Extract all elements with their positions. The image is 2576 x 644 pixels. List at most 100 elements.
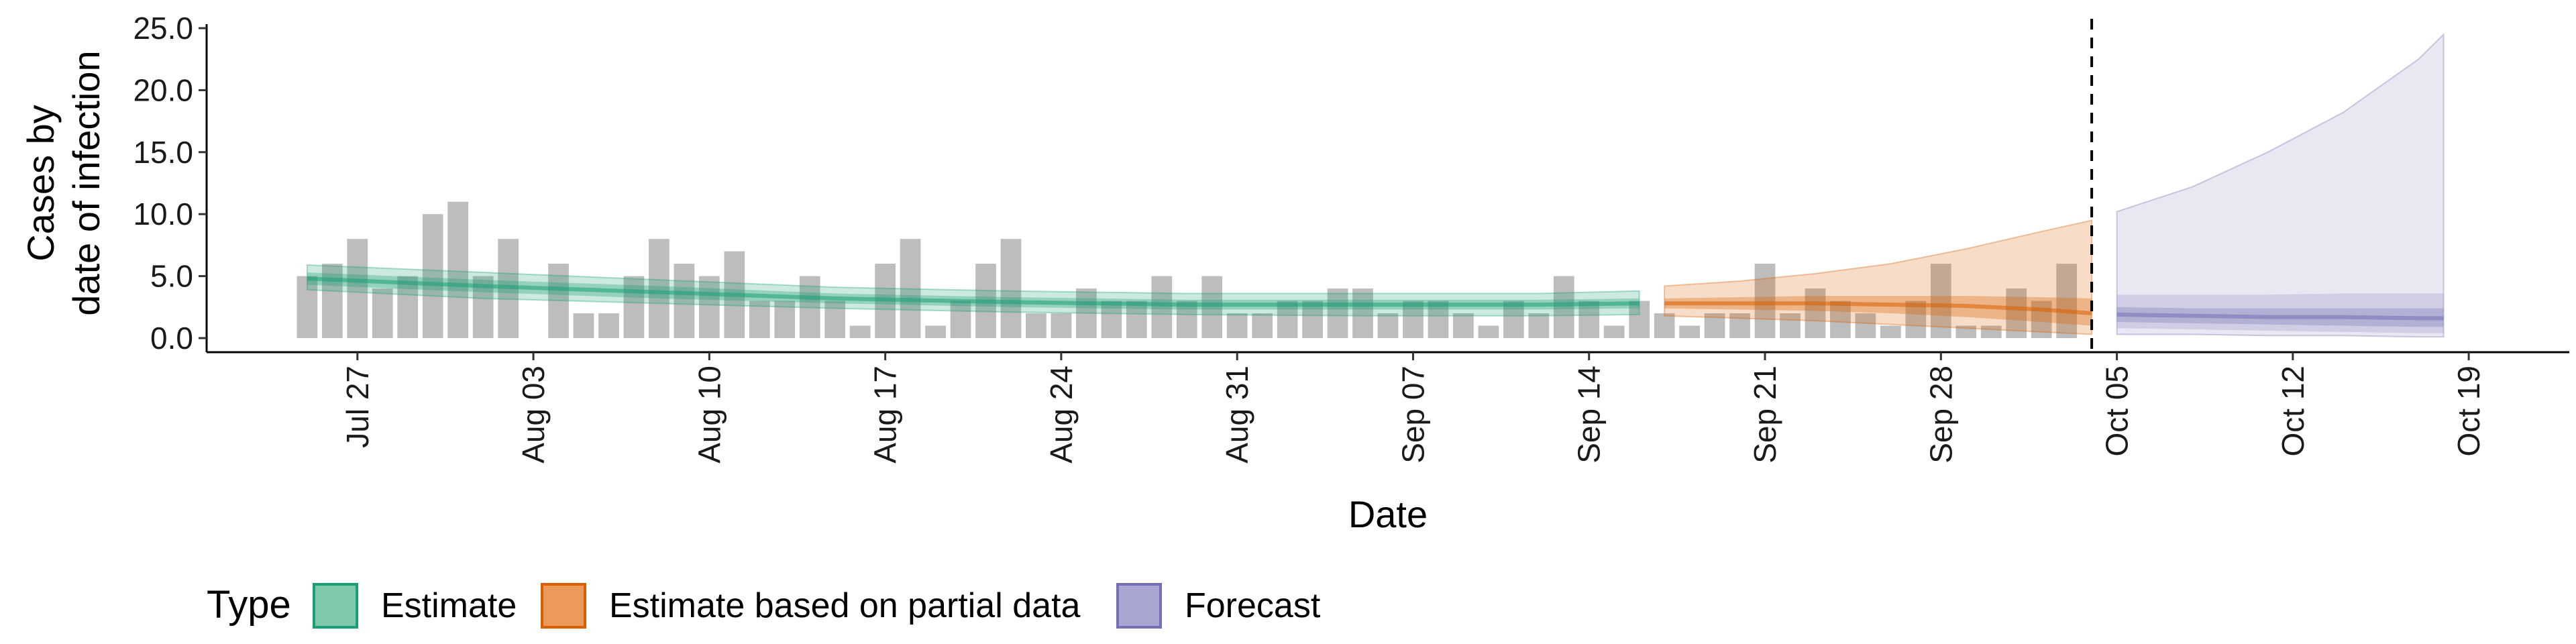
- case-bar: [2031, 301, 2052, 338]
- case-bar: [1051, 313, 1072, 338]
- x-tick-label: Sep 14: [1572, 366, 1607, 464]
- case-bar: [1151, 276, 1173, 338]
- case-bar: [2006, 288, 2027, 338]
- y-tick-label: 25.0: [133, 11, 193, 46]
- case-bar: [321, 264, 343, 338]
- x-tick-label: Sep 07: [1395, 366, 1430, 464]
- y-tick-label: 20.0: [133, 72, 193, 107]
- legend-key: [313, 583, 358, 629]
- case-bar: [649, 239, 669, 338]
- case-bar: [1603, 325, 1625, 338]
- y-axis-title: Cases bydate of infection: [19, 50, 107, 315]
- case-bar: [1629, 301, 1650, 338]
- case-bar: [1553, 276, 1574, 338]
- case-bar: [623, 276, 645, 338]
- case-bar: [397, 276, 419, 338]
- band-0: [306, 264, 1640, 317]
- case-bar: [1076, 288, 1097, 338]
- legend: Type Estimate Estimate based on partial da…: [207, 583, 1321, 629]
- x-tick-label: Oct 05: [2100, 366, 2135, 457]
- x-tick-label: Sep 28: [1923, 366, 1958, 464]
- case-bar: [1980, 325, 2002, 338]
- case-bar: [1026, 313, 1046, 338]
- x-tick-label: Aug 17: [868, 366, 903, 464]
- case-bar: [1830, 301, 1851, 338]
- case-bar: [1780, 313, 1801, 338]
- band-median: [2116, 312, 2444, 321]
- case-bar: [1855, 313, 1876, 338]
- x-tick-label: Aug 24: [1044, 366, 1079, 464]
- case-bar: [674, 264, 695, 338]
- case-bar: [1428, 301, 1449, 338]
- band-2: [2116, 32, 2445, 338]
- case-bar: [1302, 301, 1323, 338]
- legend-key: [541, 583, 586, 629]
- x-tick-label: Aug 03: [516, 366, 551, 464]
- case-bar: [1403, 301, 1424, 338]
- case-bar: [1176, 301, 1197, 338]
- axes-layer: 0.0 5.0 10.0 15.0 20.0 25.0 Jul 27 Aug 03 Aug 10…: [19, 11, 2569, 535]
- case-bar: [347, 239, 368, 338]
- case-bar: [447, 201, 469, 338]
- case-bar: [749, 301, 770, 338]
- bands-layer: [306, 32, 2445, 338]
- case-bar: [950, 301, 971, 338]
- case-bar: [548, 264, 569, 338]
- case-bar: [900, 239, 921, 338]
- band-inner: [307, 272, 1640, 310]
- band-1: [1664, 219, 2093, 335]
- case-bar: [799, 276, 820, 338]
- band-median: [1664, 301, 2092, 316]
- legend-label: Forecast: [1185, 586, 1321, 625]
- x-tick-label: Sep 21: [1748, 366, 1782, 464]
- case-bar: [1327, 288, 1348, 338]
- legend-label: Estimate based on partial data: [609, 586, 1081, 625]
- band-outer: [2116, 32, 2445, 338]
- case-bar: [1226, 313, 1248, 338]
- y-tick-label: 15.0: [133, 135, 193, 170]
- x-axis-title: Date: [1348, 493, 1428, 535]
- case-bar: [422, 214, 443, 338]
- x-tick-label: Oct 19: [2451, 366, 2486, 457]
- bars-layer: [297, 201, 2077, 338]
- case-bar: [1377, 313, 1399, 338]
- case-bar: [1729, 313, 1750, 338]
- case-bar: [824, 301, 846, 338]
- y-tick-label: 0.0: [150, 321, 193, 356]
- legend-title: Type: [207, 583, 291, 627]
- case-bar: [297, 276, 318, 338]
- case-bar: [1704, 313, 1725, 338]
- band-median: [307, 276, 1640, 307]
- x-tick-label: Oct 12: [2275, 366, 2310, 457]
- case-bar: [774, 301, 796, 338]
- case-bar: [1528, 313, 1550, 338]
- case-bar: [1805, 288, 1826, 338]
- case-bar: [372, 288, 393, 338]
- case-bar: [1000, 239, 1022, 338]
- case-bar: [1679, 325, 1700, 338]
- y-axis-title-line: date of infection: [65, 50, 107, 315]
- case-bar: [598, 313, 619, 338]
- legend-label: Estimate: [381, 586, 517, 625]
- case-bar: [1930, 264, 1951, 338]
- case-bar: [1654, 313, 1675, 338]
- case-bar: [1277, 301, 1298, 338]
- case-bar: [849, 325, 871, 338]
- case-bar: [1578, 301, 1600, 338]
- case-bar: [1453, 313, 1474, 338]
- legend-key: [1116, 583, 1162, 629]
- y-tick-label: 10.0: [133, 197, 193, 231]
- x-tick-label: Aug 10: [692, 366, 727, 464]
- x-tick-label: Jul 27: [340, 366, 375, 448]
- y-axis-title-line: Cases by: [19, 105, 62, 261]
- case-bar: [1955, 325, 1977, 338]
- case-bar: [1201, 276, 1223, 338]
- case-bar: [1478, 325, 1499, 338]
- case-bar: [1101, 301, 1122, 338]
- case-bar: [1503, 301, 1524, 338]
- case-bar: [699, 276, 720, 338]
- case-bar: [573, 313, 594, 338]
- case-bar: [1252, 313, 1273, 338]
